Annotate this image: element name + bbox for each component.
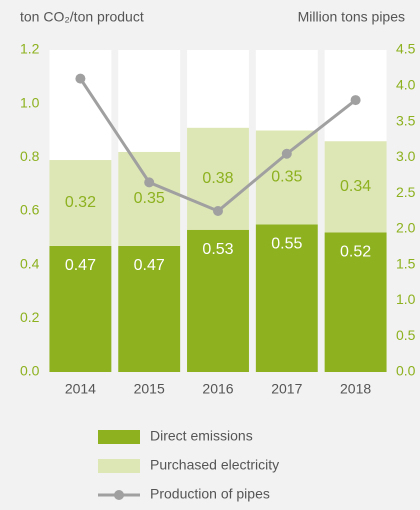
bar [118, 245, 181, 372]
y-tick-label: 0.6 [20, 202, 40, 218]
legend-swatch [98, 459, 140, 473]
value-label: 0.47 [65, 257, 96, 274]
y-tick-label: 1.2 [20, 41, 40, 57]
value-label: 0.34 [340, 178, 371, 195]
bar [187, 229, 249, 372]
y2-tick-label: 1.5 [396, 255, 416, 271]
legend-label: Production of pipes [150, 486, 270, 502]
x-tick-label: 2016 [202, 381, 233, 397]
line-point [350, 95, 361, 106]
value-label: 0.55 [271, 236, 302, 253]
y2-tick-label: 4.0 [396, 76, 416, 92]
x-tick-label: 2018 [340, 381, 371, 397]
y2-tick-label: 3.5 [396, 112, 416, 128]
legend-label: Purchased electricity [150, 457, 279, 473]
bar [324, 232, 387, 372]
legend-swatch [98, 430, 140, 444]
y2-tick-label: 0.0 [396, 363, 416, 379]
value-label: 0.32 [65, 194, 96, 211]
value-label: 0.35 [271, 169, 302, 186]
y-tick-label: 0.8 [20, 148, 40, 164]
bar [49, 245, 112, 372]
value-label: 0.38 [202, 170, 233, 187]
y-tick-label: 1.0 [20, 94, 40, 110]
legend-swatch [114, 490, 124, 500]
line-point [75, 73, 86, 84]
y-tick-label: 0.2 [20, 309, 40, 325]
bar [49, 160, 112, 246]
y2-tick-label: 3.0 [396, 148, 416, 164]
bar [118, 151, 181, 246]
line-point [281, 148, 292, 159]
x-tick-label: 2014 [65, 381, 96, 397]
line-point [213, 206, 223, 216]
value-label: 0.53 [202, 241, 233, 258]
value-label: 0.35 [134, 190, 165, 207]
y2-tick-label: 2.0 [396, 220, 416, 236]
x-tick-label: 2015 [134, 381, 165, 397]
y2-tick-label: 0.5 [396, 327, 416, 343]
y-axis-label: ton CO₂/ton product [20, 9, 144, 25]
y2-tick-label: 1.0 [396, 291, 416, 307]
y2-axis-label: Million tons pipes [298, 9, 405, 25]
bar [324, 141, 387, 233]
legend-label: Direct emissions [150, 428, 253, 444]
y-tick-label: 0.4 [20, 255, 40, 271]
y2-tick-label: 2.5 [396, 184, 416, 200]
y-tick-label: 0.0 [20, 363, 40, 379]
bar [255, 130, 318, 225]
value-label: 0.47 [134, 257, 165, 274]
value-label: 0.52 [340, 244, 371, 261]
y2-tick-label: 4.5 [396, 41, 416, 57]
bar [255, 224, 318, 372]
x-tick-label: 2017 [271, 381, 302, 397]
line-point [144, 177, 155, 188]
